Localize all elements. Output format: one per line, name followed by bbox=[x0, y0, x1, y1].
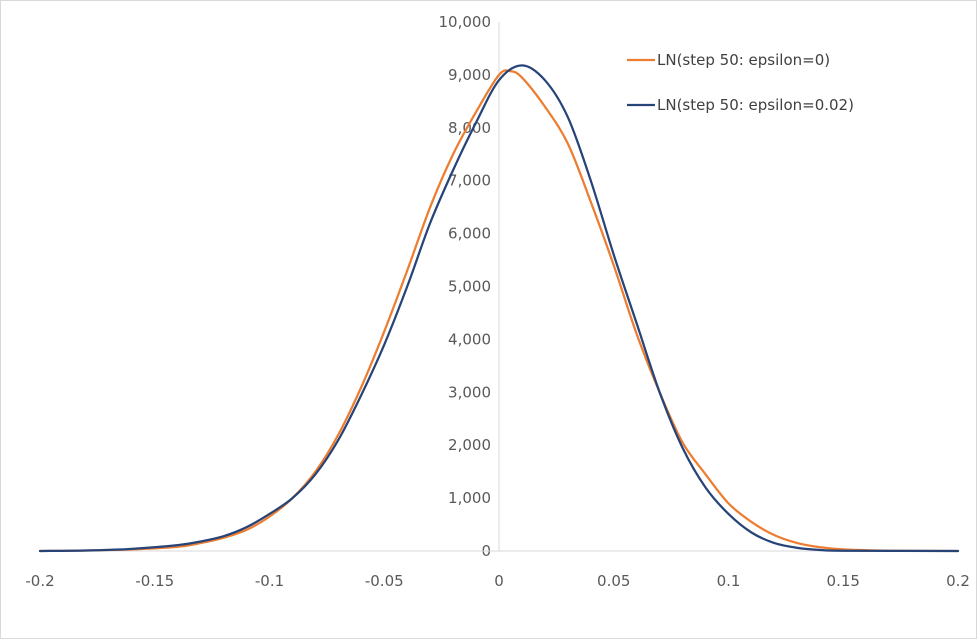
y-tick-label: 5,000 bbox=[448, 278, 491, 296]
legend: LN(step 50: epsilon=0) LN(step 50: epsilo… bbox=[627, 51, 854, 114]
series-line-1 bbox=[38, 69, 960, 553]
axes bbox=[40, 22, 958, 552]
legend-label: LN(step 50: epsilon=0.02) bbox=[657, 96, 854, 114]
x-axis-tick-labels: -0.2 -0.15 -0.1 -0.05 0 0.05 0.1 0.15 0.2 bbox=[25, 572, 970, 590]
y-tick-label: 2,000 bbox=[448, 436, 491, 454]
y-tick-label: 9,000 bbox=[448, 66, 491, 84]
y-tick-label: 1,000 bbox=[448, 489, 491, 507]
series-lines bbox=[38, 64, 960, 553]
x-tick-label: 0.15 bbox=[827, 572, 860, 590]
y-tick-label: 8,000 bbox=[448, 119, 491, 137]
x-tick-label: -0.15 bbox=[135, 572, 174, 590]
y-tick-label: 10,000 bbox=[439, 13, 492, 31]
series-line-2 bbox=[38, 64, 960, 553]
y-tick-label: 6,000 bbox=[448, 225, 491, 243]
legend-label: LN(step 50: epsilon=0) bbox=[657, 51, 830, 69]
y-axis-tick-labels: 01,0002,0003,0004,0005,0006,0007,0008,00… bbox=[439, 13, 492, 560]
y-tick-label: 4,000 bbox=[448, 330, 491, 348]
legend-item: LN(step 50: epsilon=0.02) bbox=[627, 96, 854, 114]
x-tick-label: -0.05 bbox=[365, 572, 404, 590]
y-tick-label: 7,000 bbox=[448, 172, 491, 190]
y-tick-label: 3,000 bbox=[448, 383, 491, 401]
x-tick-label: 0.05 bbox=[597, 572, 630, 590]
x-tick-label: -0.1 bbox=[255, 572, 284, 590]
x-tick-label: -0.2 bbox=[25, 572, 54, 590]
legend-item: LN(step 50: epsilon=0) bbox=[627, 51, 830, 69]
x-tick-label: 0.1 bbox=[717, 572, 741, 590]
x-tick-label: 0 bbox=[494, 572, 504, 590]
x-tick-label: 0.2 bbox=[946, 572, 970, 590]
